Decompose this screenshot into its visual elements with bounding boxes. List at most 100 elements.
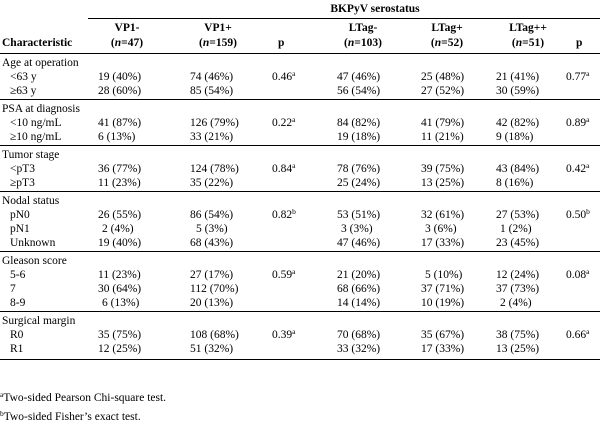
section-rule [0,311,600,312]
cell-vp1-neg: 12 (25%) [98,343,142,355]
cell-ltag-pos: 27 (52%) [421,85,465,97]
cell-ltag-neg: 56 (54%) [337,85,381,97]
cell-ltag-pos: 37 (71%) [421,283,465,295]
table-bottom-rule [0,359,600,360]
cell-ltag-pos: 17 (33%) [421,237,465,249]
cell-vp1-pos: 85 (54%) [190,85,234,97]
cell-vp1-pos: 33 (21%) [190,131,234,143]
cell-vp1-pos: 35 (22%) [190,177,234,189]
cell-p2: 0.89a [566,115,590,129]
cell-ltag-pp: 2 (4%) [500,297,532,309]
cell-ltag-pp: 37 (73%) [496,283,540,295]
cell-vp1-pos: 5 (3%) [196,223,228,235]
cell-ltag-pp: 8 (16%) [496,177,534,189]
cell-ltag-pp: 27 (53%) [496,209,540,221]
section-rule [0,145,600,146]
cell-vp1-neg: 11 (23%) [98,177,141,189]
col-ltag-pos-name: LTag+ [431,22,463,34]
cell-ltag-neg: 21 (20%) [337,269,381,281]
cell-p2: 0.66a [566,327,590,341]
cell-vp1-neg: 41 (87%) [98,117,142,129]
group-underline [88,18,600,19]
cell-ltag-pos: 3 (6%) [425,223,457,235]
cell-vp1-neg: 30 (64%) [98,283,142,295]
row-label: pN0 [10,209,30,221]
cell-ltag-neg: 25 (24%) [337,177,381,189]
section-title: Nodal status [2,195,60,207]
cell-vp1-pos: 86 (54%) [190,209,234,221]
cell-ltag-neg: 19 (18%) [337,131,381,143]
cell-ltag-pp: 42 (82%) [496,117,540,129]
cell-vp1-neg: 35 (75%) [98,329,142,341]
cell-ltag-pos: 11 (21%) [421,131,464,143]
row-label: 5-6 [10,269,26,281]
characteristic-header: Characteristic [2,37,73,49]
header-bottom-rule [0,53,600,54]
cell-p1: 0.39a [272,327,296,341]
section-title: Tumor stage [2,149,60,161]
cell-p2: 0.08a [566,267,590,281]
cell-ltag-neg: 33 (32%) [337,343,381,355]
cell-ltag-neg: 84 (82%) [337,117,381,129]
section-title: Gleason score [2,255,67,267]
cell-p2: 0.42a [566,161,590,175]
cell-vp1-neg: 6 (13%) [102,297,140,309]
col-vp1-pos-name: VP1+ [204,22,232,34]
cell-ltag-pp: 38 (75%) [496,329,540,341]
cell-ltag-neg: 68 (66%) [337,283,381,295]
col-vp1-neg-name: VP1- [114,22,140,34]
cell-ltag-pos: 41 (79%) [421,117,465,129]
cell-p2: 0.50b [566,207,590,221]
section-title: Age at operation [2,57,79,69]
cell-p1: 0.46a [272,69,296,83]
cell-ltag-pos: 39 (75%) [421,163,465,175]
cell-vp1-neg: 6 (13%) [98,131,136,143]
row-label: R0 [10,329,24,341]
footnote-b: bTwo-sided Fisher’s exact test. [0,409,141,423]
cell-ltag-pos: 25 (48%) [421,71,465,83]
group-title: BKPyV serostatus [330,3,420,15]
cell-ltag-neg: 3 (3%) [341,223,373,235]
cell-p1: 0.84a [272,161,296,175]
cell-ltag-pp: 23 (45%) [496,237,540,249]
section-title: Surgical margin [2,315,76,327]
section-title: PSA at diagnosis [2,103,80,115]
cell-vp1-neg: 26 (55%) [98,209,142,221]
cell-p1: 0.22a [272,115,296,129]
col-ltag-pp-name: LTag++ [509,22,547,34]
cell-vp1-pos: 51 (32%) [190,343,234,355]
row-label: 7 [10,283,16,295]
cell-vp1-pos: 126 (79%) [190,117,239,129]
cell-vp1-pos: 20 (13%) [190,297,234,309]
row-label: ≥10 ng/mL [10,131,62,143]
row-label: ≥pT3 [10,177,35,189]
col-p2-name: p [576,37,583,49]
cell-p1: 0.59a [272,267,296,281]
cell-ltag-pp: 13 (25%) [496,343,540,355]
cell-ltag-neg: 53 (51%) [337,209,381,221]
cell-ltag-pp: 12 (24%) [496,269,540,281]
cell-ltag-neg: 14 (14%) [337,297,381,309]
cell-ltag-pp: 30 (59%) [496,85,540,97]
col-vp1-pos-n: (n=159) [199,37,237,49]
cell-ltag-neg: 78 (76%) [337,163,381,175]
col-vp1-neg-n: (n=47) [110,37,144,49]
row-label: pN1 [10,223,30,235]
col-ltag-neg-name: LTag- [348,22,378,34]
cell-vp1-neg: 28 (60%) [98,85,142,97]
cell-ltag-pos: 17 (33%) [421,343,465,355]
section-rule [0,251,600,252]
cell-vp1-pos: 108 (68%) [190,329,239,341]
cell-ltag-pp: 21 (41%) [496,71,540,83]
section-rule [0,99,600,100]
cell-ltag-pos: 5 (10%) [425,269,463,281]
cell-vp1-neg: 19 (40%) [98,237,142,249]
cell-p1: 0.82b [272,207,296,221]
cell-ltag-pos: 10 (19%) [421,297,465,309]
cell-vp1-pos: 124 (78%) [190,163,239,175]
row-label: Unknown [10,237,56,249]
col-ltag-pp-n: (n=51) [511,37,545,49]
cell-vp1-pos: 68 (43%) [190,237,234,249]
cell-ltag-pp: 43 (84%) [496,163,540,175]
row-label: 8-9 [10,297,26,309]
